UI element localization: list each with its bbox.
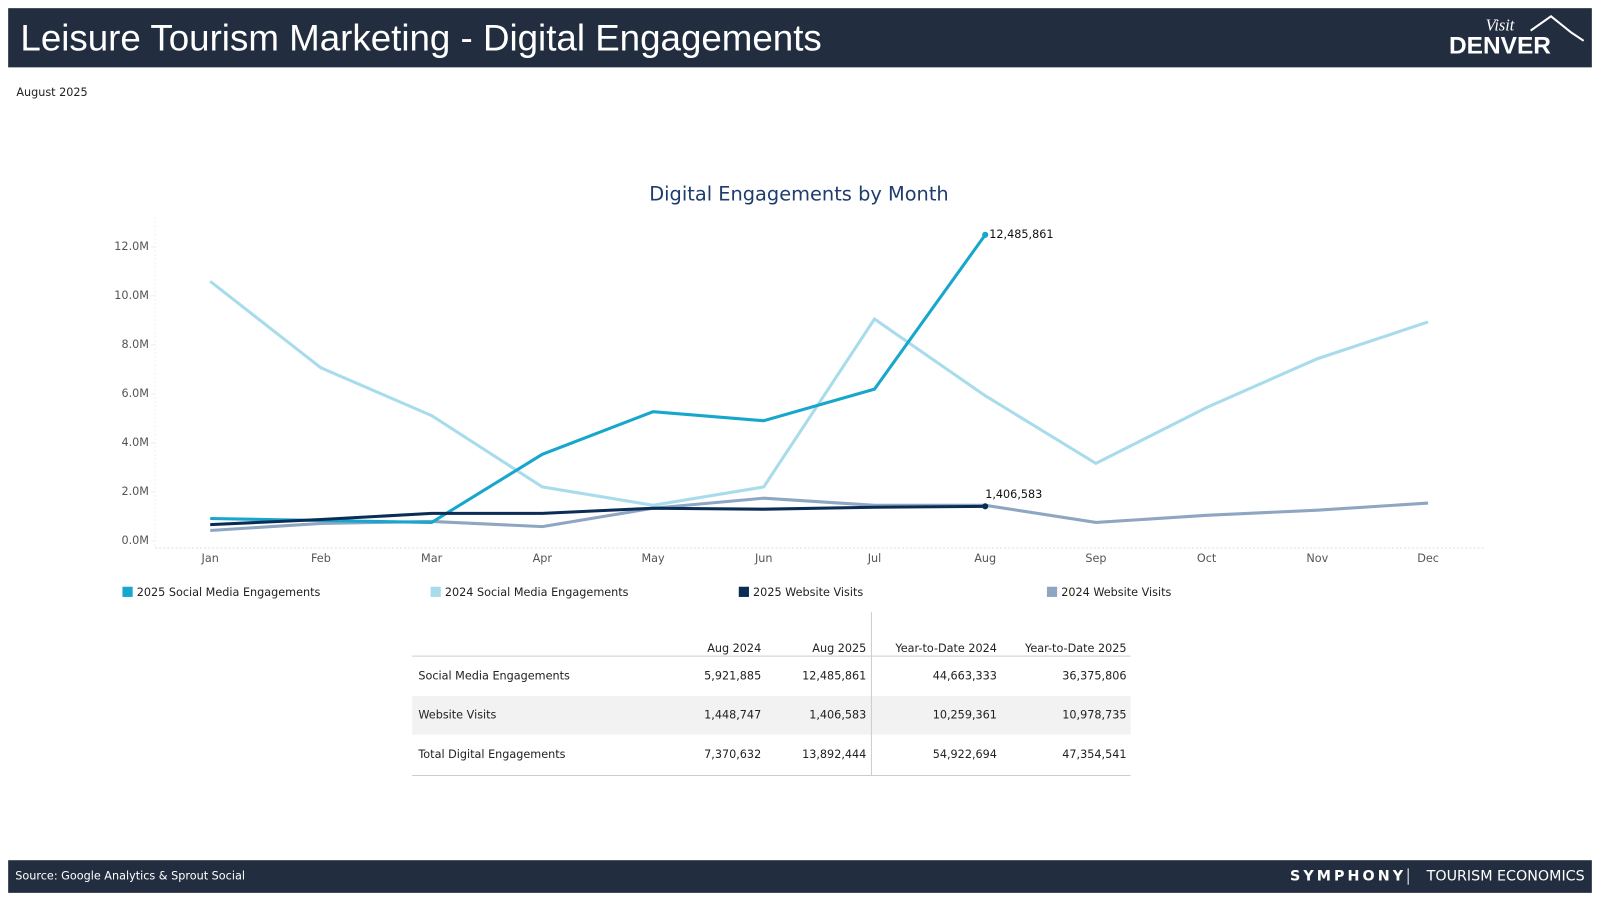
table-cell: 7,370,632 bbox=[704, 748, 761, 761]
x-tick-label: Jul bbox=[867, 552, 882, 565]
logo-small: Visit bbox=[1486, 15, 1515, 34]
data-label: 12,485,861 bbox=[989, 228, 1053, 241]
x-tick-label: Aug bbox=[974, 552, 996, 565]
point-marker bbox=[982, 503, 989, 510]
row-band bbox=[412, 695, 1131, 735]
column-header: Year-to-Date 2024 bbox=[894, 642, 997, 655]
table-cell: 44,663,333 bbox=[933, 670, 997, 683]
table-cell: 13,892,444 bbox=[802, 748, 866, 761]
y-tick-label: 10.0M bbox=[114, 289, 149, 302]
summary-table: Aug 2024 Aug 2025 Year-to-Date 2024 Year-to… bbox=[412, 612, 1131, 777]
x-tick-label: Dec bbox=[1417, 552, 1439, 565]
legend-swatch bbox=[738, 586, 749, 597]
chart-title: Digital Engagements by Month bbox=[649, 182, 948, 205]
series-line bbox=[209, 280, 1429, 507]
row-label: Website Visits bbox=[418, 708, 496, 721]
y-tick-label: 6.0M bbox=[121, 387, 149, 400]
x-tick-label: Oct bbox=[1197, 552, 1217, 565]
legend-label: 2025 Website Visits bbox=[753, 586, 863, 599]
table-cell: 36,375,806 bbox=[1062, 670, 1126, 683]
table-cell: 10,259,361 bbox=[933, 708, 997, 721]
legend-swatch bbox=[430, 586, 441, 597]
column-header: Year-to-Date 2025 bbox=[1024, 642, 1127, 655]
y-tick-label: 4.0M bbox=[121, 436, 149, 449]
y-tick-label: 2.0M bbox=[121, 485, 149, 498]
data-label: 1,406,583 bbox=[985, 488, 1042, 501]
subtitle: August 2025 bbox=[16, 86, 87, 99]
x-tick-label: Jan bbox=[201, 552, 219, 565]
logo-mountain bbox=[1530, 15, 1585, 42]
y-tick-label: 8.0M bbox=[121, 338, 149, 351]
legend-swatch bbox=[122, 586, 133, 597]
x-tick-label: Sep bbox=[1085, 552, 1106, 565]
x-tick-label: Jun bbox=[754, 552, 773, 565]
table-cell: 47,354,541 bbox=[1062, 748, 1126, 761]
table-cell: 54,922,694 bbox=[933, 748, 997, 761]
row-label: Social Media Engagements bbox=[418, 670, 570, 683]
legend-label: 2024 Social Media Engagements bbox=[445, 586, 629, 599]
column-header: Aug 2025 bbox=[812, 642, 866, 655]
footer-bar bbox=[8, 860, 1592, 893]
legend-label: 2024 Website Visits bbox=[1061, 586, 1171, 599]
table-cell: 1,406,583 bbox=[809, 708, 866, 721]
brand-sub: TOURISM ECONOMICS bbox=[1426, 869, 1585, 885]
x-tick-label: Apr bbox=[533, 552, 553, 565]
y-tick-label: 12.0M bbox=[114, 240, 149, 253]
series-line bbox=[210, 233, 987, 524]
page-title: Leisure Tourism Marketing - Digital Enga… bbox=[20, 18, 821, 59]
row-label: Total Digital Engagements bbox=[417, 748, 565, 761]
x-tick-label: Mar bbox=[421, 552, 443, 565]
brand: SYMPHONY bbox=[1290, 869, 1406, 885]
y-tick-label: 0.0M bbox=[121, 534, 149, 547]
column-header: Aug 2024 bbox=[707, 642, 761, 655]
logo-big: DENVER bbox=[1449, 32, 1551, 59]
table-cell: 1,448,747 bbox=[704, 708, 761, 721]
series-line bbox=[210, 504, 986, 527]
table-cell: 12,485,861 bbox=[802, 670, 866, 683]
legend-label: 2025 Social Media Engagements bbox=[137, 586, 321, 599]
point-marker bbox=[982, 231, 989, 238]
legend-swatch bbox=[1046, 586, 1058, 597]
x-tick-label: Nov bbox=[1306, 552, 1328, 565]
header-bar bbox=[8, 8, 1592, 68]
source-note: Source: Google Analytics & Sprout Social bbox=[15, 870, 245, 883]
x-tick-label: May bbox=[641, 552, 665, 565]
table-cell: 5,921,885 bbox=[704, 670, 761, 683]
x-tick-label: Feb bbox=[311, 552, 331, 565]
table-cell: 10,978,735 bbox=[1062, 708, 1126, 721]
